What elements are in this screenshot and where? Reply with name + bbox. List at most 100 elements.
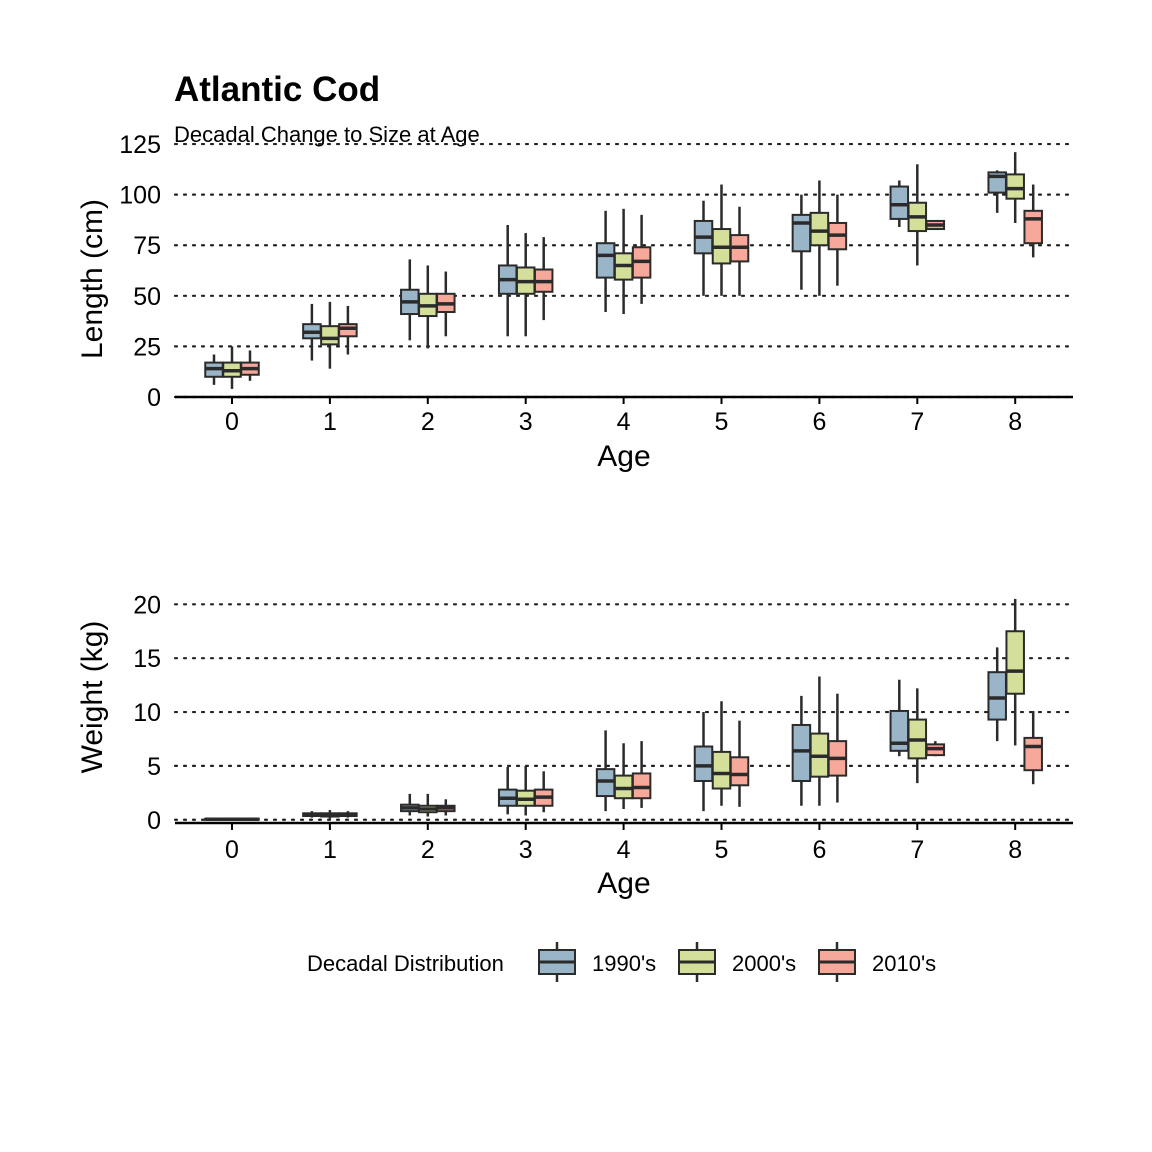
length-box-2010s-age-7 (925, 219, 946, 231)
weight-y-tick-label: 0 (147, 807, 161, 835)
length-panel: Length (cm) Age 0 25 50 75 100 125 0 1 2 3 4 5 6 7 8 (76, 131, 1075, 473)
length-x-tick-label: 4 (617, 408, 631, 436)
length-box-2000s-age-5 (711, 184, 732, 296)
box-body (1005, 630, 1025, 695)
box-body (729, 756, 750, 787)
weight-box-2010s-age-0 (240, 817, 260, 821)
length-box-2000s-age-0 (222, 346, 242, 389)
legend-key-2000s (678, 942, 716, 982)
weight-box-2010s-age-4 (631, 741, 652, 808)
length-box-2010s-age-4 (631, 214, 652, 304)
box-body (791, 213, 812, 253)
length-box-1990s-age-3 (497, 224, 518, 337)
weight-box-2010s-age-5 (729, 720, 750, 807)
weight-panel: Weight (kg) Age 0 5 10 15 20 0 1 2 3 4 5 6 7 8 (76, 591, 1075, 900)
weight-box-2010s-age-3 (533, 771, 554, 813)
weight-x-tick-label: 4 (617, 836, 631, 864)
legend-label-2000s: 2000's (732, 951, 796, 976)
length-box-2000s-age-3 (515, 233, 536, 337)
length-box-2000s-age-4 (613, 208, 634, 315)
legend-key-2010s (818, 942, 856, 982)
length-x-axis-title: Age (597, 440, 650, 473)
box-body (889, 185, 910, 220)
weight-box-2010s-age-8 (1023, 710, 1043, 785)
weight-box-1990s-age-7 (889, 679, 910, 757)
length-box-2010s-age-3 (533, 237, 554, 321)
length-box-2010s-age-8 (1023, 184, 1043, 258)
length-x-tick-label: 3 (519, 408, 533, 436)
weight-box-2000s-age-8 (1005, 598, 1025, 746)
legend-title: Decadal Distribution (307, 951, 504, 976)
length-box-2000s-age-8 (1005, 152, 1025, 223)
length-box-2010s-age-0 (240, 350, 260, 381)
weight-box-2000s-age-5 (711, 701, 732, 806)
length-x-tick-label: 7 (910, 408, 924, 436)
length-y-axis-title: Length (cm) (76, 199, 109, 359)
box-body (791, 723, 812, 782)
length-y-tick-label: 100 (119, 182, 161, 210)
length-x-tick-label: 6 (812, 408, 826, 436)
length-box-1990s-age-6 (791, 194, 812, 290)
chart-subtitle: Decadal Change to Size at Age (174, 122, 480, 147)
weight-box-1990s-age-0 (204, 817, 224, 821)
weight-box-2000s-age-0 (222, 817, 242, 821)
weight-y-tick-label: 10 (133, 699, 161, 727)
box-body (809, 211, 830, 247)
weight-box-2010s-age-2 (436, 799, 456, 816)
weight-box-1990s-age-2 (400, 793, 420, 816)
weight-y-tick-label: 15 (133, 645, 161, 673)
length-x-tick-label: 8 (1008, 408, 1022, 436)
box-body (711, 750, 732, 790)
legend-label-1990s: 1990's (592, 951, 656, 976)
legend-key-1990s (538, 942, 576, 982)
length-box-2010s-age-1 (338, 305, 358, 355)
length-y-tick-label: 125 (119, 131, 161, 159)
length-box-2000s-age-6 (809, 180, 830, 296)
weight-box-1990s-age-5 (693, 712, 714, 812)
weight-box-2010s-age-1 (338, 811, 358, 818)
legend-label-2010s: 2010's (872, 951, 936, 976)
length-y-tick-label: 75 (133, 232, 161, 260)
length-box-1990s-age-8 (987, 170, 1007, 213)
length-x-tick-label: 0 (225, 408, 239, 436)
weight-x-tick-label: 5 (715, 836, 729, 864)
weight-box-2000s-age-7 (907, 688, 928, 784)
box-body (693, 745, 714, 782)
box-body (320, 325, 340, 346)
weight-box-2010s-age-7 (925, 741, 946, 757)
weight-box-1990s-age-3 (497, 766, 518, 815)
length-box-1990s-age-5 (693, 200, 714, 296)
weight-box-2000s-age-3 (515, 765, 536, 816)
box-body (1023, 209, 1043, 245)
length-y-tick-label: 25 (133, 333, 161, 361)
weight-y-tick-label: 5 (147, 753, 161, 781)
length-box-1990s-age-0 (204, 354, 224, 385)
length-box-1990s-age-4 (595, 210, 616, 313)
box-body (338, 323, 358, 338)
length-x-tick-label: 1 (323, 408, 337, 436)
length-box-2000s-age-1 (320, 301, 340, 369)
length-box-2010s-age-6 (827, 194, 848, 286)
weight-x-tick-label: 1 (323, 836, 337, 864)
length-box-2010s-age-2 (436, 271, 456, 337)
weight-x-tick-label: 8 (1008, 836, 1022, 864)
weight-box-2000s-age-6 (809, 676, 830, 806)
box-body (987, 671, 1007, 721)
weight-x-tick-label: 0 (225, 836, 239, 864)
weight-box-2000s-age-4 (613, 743, 634, 809)
length-box-2000s-age-7 (907, 164, 928, 266)
weight-x-axis-title: Age (597, 867, 650, 900)
box-body (1023, 736, 1043, 772)
weight-x-tick-label: 6 (812, 836, 826, 864)
length-y-tick-label: 0 (147, 384, 161, 412)
length-y-tick-label: 50 (133, 283, 161, 311)
chart-title: Atlantic Cod (174, 70, 381, 109)
weight-box-1990s-age-4 (595, 730, 616, 812)
weight-box-2000s-age-1 (320, 810, 340, 819)
weight-box-2010s-age-6 (827, 693, 848, 803)
weight-box-1990s-age-8 (987, 647, 1007, 742)
weight-y-tick-label: 20 (133, 591, 161, 619)
weight-x-tick-label: 3 (519, 836, 533, 864)
length-box-2000s-age-2 (418, 265, 438, 349)
